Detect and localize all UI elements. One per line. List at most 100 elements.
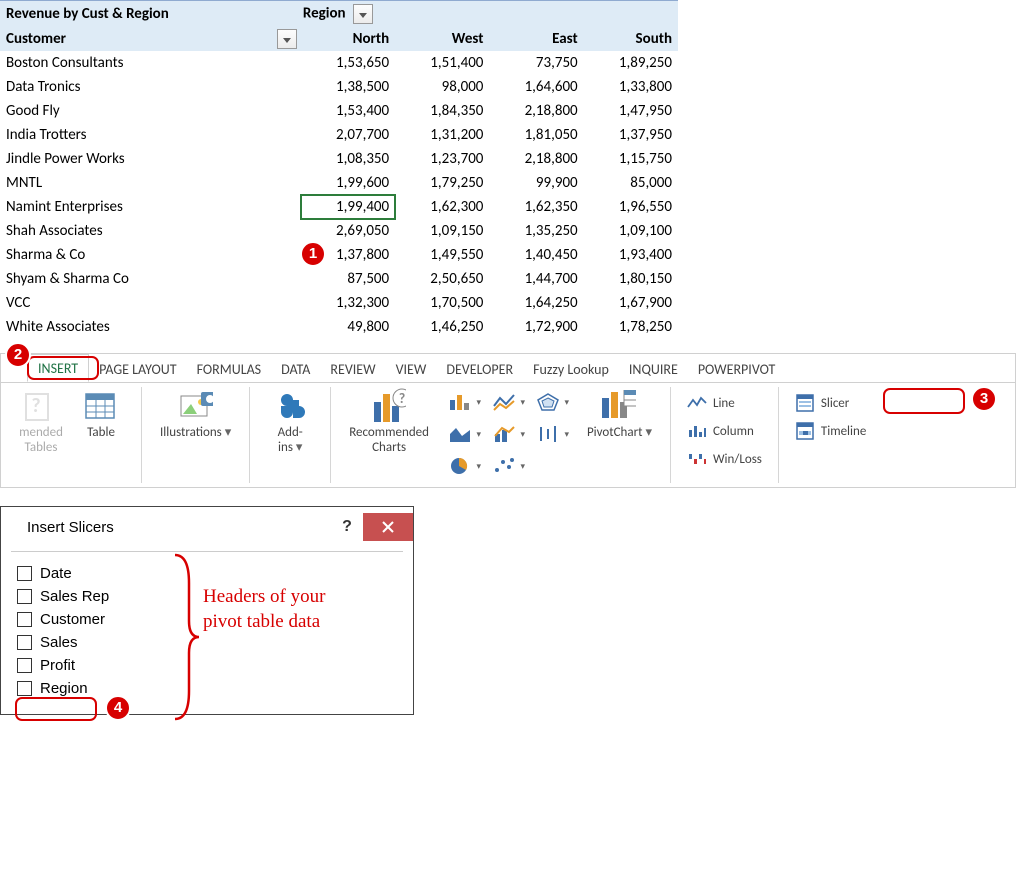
value-cell[interactable]: 2,18,800 (489, 147, 583, 171)
table-button[interactable]: Table (71, 387, 131, 441)
scatter-chart-icon[interactable] (489, 455, 519, 477)
value-cell[interactable]: 1,78,250 (584, 315, 678, 339)
value-cell[interactable]: 1,80,150 (584, 267, 678, 291)
sparkline-winloss-button[interactable]: Win/Loss (681, 447, 768, 471)
value-cell[interactable]: 1,53,650 (301, 51, 395, 75)
customer-cell[interactable]: Shah Associates (0, 219, 301, 243)
tab-inquire[interactable]: INQUIRE (619, 356, 688, 382)
pie-chart-icon[interactable] (445, 455, 475, 477)
value-cell[interactable]: 1,51,400 (395, 51, 489, 75)
tab-review[interactable]: REVIEW (320, 356, 385, 382)
value-cell[interactable]: 1,96,550 (584, 195, 678, 219)
slicer-button[interactable]: Slicer (789, 391, 872, 415)
customer-cell[interactable]: Shyam & Sharma Co (0, 267, 301, 291)
line-chart-icon[interactable] (489, 391, 519, 413)
customer-cell[interactable]: Data Tronics (0, 75, 301, 99)
recommended-charts-button[interactable]: ? Recommended Charts (341, 387, 437, 456)
value-cell[interactable]: 2,07,700 (301, 123, 395, 147)
value-cell[interactable]: 98,000 (395, 75, 489, 99)
value-cell[interactable]: 2,69,050 (301, 219, 395, 243)
area-chart-icon[interactable] (445, 423, 475, 445)
slicer-field-item[interactable]: Sales (17, 631, 397, 654)
value-cell[interactable]: 1,35,250 (489, 219, 583, 243)
value-cell[interactable]: 1,15,750 (584, 147, 678, 171)
value-cell[interactable]: 1,47,950 (584, 99, 678, 123)
value-cell[interactable]: 1,08,350 (301, 147, 395, 171)
combo-chart-icon[interactable] (489, 423, 519, 445)
value-cell[interactable]: 99,900 (489, 171, 583, 195)
value-cell[interactable]: 1,81,050 (489, 123, 583, 147)
value-cell[interactable]: 1,99,400 (301, 195, 395, 219)
value-cell[interactable]: 1,84,350 (395, 99, 489, 123)
value-cell[interactable]: 2,50,650 (395, 267, 489, 291)
value-cell[interactable]: 1,31,200 (395, 123, 489, 147)
value-cell[interactable]: 1,38,500 (301, 75, 395, 99)
addins-button[interactable]: Add- ins (260, 387, 320, 456)
customer-cell[interactable]: Good Fly (0, 99, 301, 123)
slicer-field-item[interactable]: Date (17, 562, 397, 585)
value-cell[interactable]: 49,800 (301, 315, 395, 339)
tab-insert[interactable]: INSERT (27, 354, 89, 382)
value-cell[interactable]: 1,93,400 (584, 243, 678, 267)
dialog-help-button[interactable]: ? (331, 518, 363, 536)
value-cell[interactable]: 1,53,400 (301, 99, 395, 123)
tab-view[interactable]: VIEW (386, 356, 437, 382)
sparkline-line-button[interactable]: Line (681, 391, 768, 415)
value-cell[interactable]: 1,72,900 (489, 315, 583, 339)
checkbox[interactable] (17, 612, 32, 627)
value-cell[interactable]: 1,70,500 (395, 291, 489, 315)
customer-cell[interactable]: India Trotters (0, 123, 301, 147)
value-cell[interactable]: 1,64,600 (489, 75, 583, 99)
value-cell[interactable]: 1,09,150 (395, 219, 489, 243)
recommended-pivot-tables-button[interactable]: ? mended Tables (11, 387, 71, 456)
customer-cell[interactable]: Jindle Power Works (0, 147, 301, 171)
radar-chart-icon[interactable] (533, 391, 563, 413)
tab-page-layout[interactable]: PAGE LAYOUT (89, 356, 186, 382)
region-filter-dropdown[interactable] (353, 4, 373, 24)
checkbox[interactable] (17, 566, 32, 581)
value-cell[interactable]: 1,62,300 (395, 195, 489, 219)
tab-data[interactable]: DATA (271, 356, 320, 382)
customer-cell[interactable]: Boston Consultants (0, 51, 301, 75)
bar-chart-icon[interactable] (445, 391, 475, 413)
value-cell[interactable]: 1,67,900 (584, 291, 678, 315)
tab-developer[interactable]: DEVELOPER (436, 356, 523, 382)
customer-cell[interactable]: White Associates (0, 315, 301, 339)
value-cell[interactable]: 1,33,800 (584, 75, 678, 99)
illustrations-button[interactable]: Illustrations (152, 387, 239, 441)
slicer-field-item[interactable]: Profit (17, 654, 397, 677)
value-cell[interactable]: 1,49,550 (395, 243, 489, 267)
checkbox[interactable] (17, 635, 32, 650)
tab-formulas[interactable]: FORMULAS (187, 356, 272, 382)
value-cell[interactable]: 1,89,250 (584, 51, 678, 75)
customer-cell[interactable]: Sharma & Co (0, 243, 301, 267)
value-cell[interactable]: 73,750 (489, 51, 583, 75)
checkbox[interactable] (17, 681, 32, 696)
customer-cell[interactable]: MNTL (0, 171, 301, 195)
value-cell[interactable]: 1,62,350 (489, 195, 583, 219)
slicer-field-item[interactable]: Region (17, 677, 397, 700)
value-cell[interactable]: 87,500 (301, 267, 395, 291)
value-cell[interactable]: 1,79,250 (395, 171, 489, 195)
customer-filter-dropdown[interactable] (277, 29, 297, 49)
timeline-button[interactable]: Timeline (789, 419, 872, 443)
customer-cell[interactable]: Namint Enterprises (0, 195, 301, 219)
value-cell[interactable]: 1,40,450 (489, 243, 583, 267)
value-cell[interactable]: 2,18,800 (489, 99, 583, 123)
value-cell[interactable]: 1,64,250 (489, 291, 583, 315)
stock-chart-icon[interactable] (533, 423, 563, 445)
tab-powerpivot[interactable]: POWERPIVOT (688, 356, 785, 382)
tab-fuzzy-lookup[interactable]: Fuzzy Lookup (523, 356, 619, 382)
checkbox[interactable] (17, 658, 32, 673)
value-cell[interactable]: 1,37,950 (584, 123, 678, 147)
value-cell[interactable]: 1,09,100 (584, 219, 678, 243)
checkbox[interactable] (17, 589, 32, 604)
pivotchart-button[interactable]: PivotChart (579, 387, 660, 441)
sparkline-column-button[interactable]: Column (681, 419, 768, 443)
dialog-close-button[interactable] (363, 513, 413, 541)
value-cell[interactable]: 1,44,700 (489, 267, 583, 291)
value-cell[interactable]: 85,000 (584, 171, 678, 195)
value-cell[interactable]: 1,99,600 (301, 171, 395, 195)
customer-cell[interactable]: VCC (0, 291, 301, 315)
value-cell[interactable]: 1,32,300 (301, 291, 395, 315)
